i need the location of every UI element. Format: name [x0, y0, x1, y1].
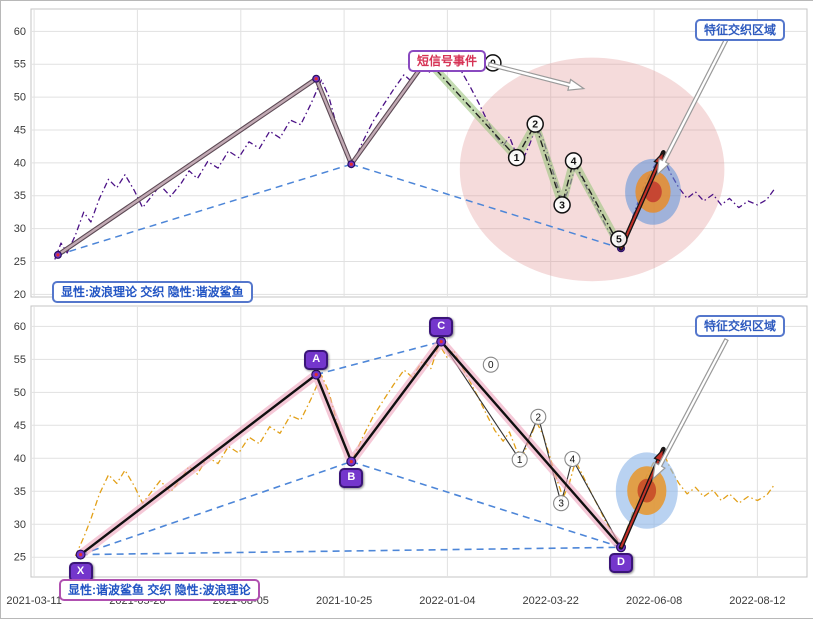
y-tick-label: 35 — [14, 486, 26, 498]
vertex-marker-center — [439, 340, 443, 344]
wave-number: 4 — [570, 455, 576, 466]
y-tick-label: 25 — [14, 256, 26, 268]
wave-path-line — [426, 59, 622, 249]
impulse-line-inner — [57, 58, 428, 256]
vertex-marker-center — [56, 253, 60, 257]
pointer-arrow — [656, 37, 729, 177]
wave-number-circle — [530, 408, 547, 425]
point-label-C[interactable]: C — [429, 316, 454, 337]
wave-number-circle — [564, 152, 583, 170]
signal-arrow-core — [620, 151, 665, 249]
wave-number: 3 — [559, 199, 565, 211]
y-tick-label: 50 — [14, 92, 26, 104]
point-label-B[interactable]: B — [339, 467, 364, 488]
pattern-dashed-line — [315, 340, 442, 376]
pattern-dashed-line — [80, 546, 622, 556]
y-tick-label: 55 — [14, 59, 26, 71]
mode-legend-upper: 显性:波浪理论 交织 隐性:谐波鲨鱼 — [52, 281, 253, 303]
wave-number: 1 — [517, 455, 523, 466]
wave-number-circle — [610, 230, 628, 248]
wave-number-circle — [553, 196, 571, 214]
wave-number: 1 — [514, 152, 520, 164]
wave-number: 2 — [532, 119, 538, 131]
vertex-marker-center — [314, 373, 318, 377]
x-tick-label: 2021-10-25 — [316, 595, 372, 607]
y-tick-label: 30 — [14, 519, 26, 531]
pointer-arrow — [487, 61, 586, 91]
y-tick-label: 45 — [14, 420, 26, 432]
plot-area — [30, 305, 808, 578]
vertex-marker-center — [79, 553, 83, 557]
wave-number-circle — [526, 115, 544, 133]
y-tick-label: 35 — [14, 190, 26, 202]
y-tick-label: 40 — [14, 157, 26, 169]
wave-number-circle — [553, 495, 570, 512]
x-tick-label: 2022-03-22 — [523, 595, 579, 607]
y-tick-label: 50 — [14, 387, 26, 399]
vertex-marker-center — [314, 77, 318, 81]
vertex-marker-center — [349, 460, 353, 464]
y-tick-label: 45 — [14, 125, 26, 137]
feature-zone-label-upper[interactable]: 特征交织区域 — [694, 19, 786, 41]
wave-number: 4 — [571, 155, 577, 167]
y-tick-label: 60 — [14, 26, 26, 38]
highlight-region — [459, 57, 725, 282]
vertex-marker-center — [349, 162, 353, 166]
y-tick-label: 60 — [14, 321, 26, 333]
y-tick-label: 55 — [14, 354, 26, 366]
wave-number: 5 — [616, 234, 622, 246]
x-tick-label: 2022-01-04 — [419, 595, 475, 607]
y-tick-label: 25 — [14, 552, 26, 564]
wave-number-circle — [482, 356, 499, 373]
point-label-A[interactable]: A — [304, 349, 329, 370]
wave-number-circle — [564, 450, 581, 468]
wave-number: 0 — [488, 360, 494, 371]
pattern-dashed-line — [57, 163, 352, 256]
y-tick-label: 40 — [14, 453, 26, 465]
pointer-arrow — [652, 337, 729, 481]
point-label-D[interactable]: D — [609, 553, 633, 574]
x-tick-label: 2021-03-11 — [6, 595, 61, 607]
wave-number: 2 — [536, 412, 542, 423]
y-tick-label: 20 — [14, 289, 26, 301]
mode-legend-lower: 显性:谐波鲨鱼 交织 隐性:波浪理论 — [59, 579, 260, 601]
x-tick-label: 2022-06-08 — [626, 595, 682, 607]
y-tick-label: 30 — [14, 223, 26, 235]
wave-number-circle — [507, 148, 526, 167]
wave-number: 3 — [558, 499, 564, 510]
x-tick-label: 2022-08-12 — [729, 595, 785, 607]
feature-zone-label-lower[interactable]: 特征交织区域 — [694, 315, 786, 337]
event-signal-label[interactable]: 短信号事件 — [407, 50, 487, 72]
wave-number-circle — [511, 451, 528, 468]
